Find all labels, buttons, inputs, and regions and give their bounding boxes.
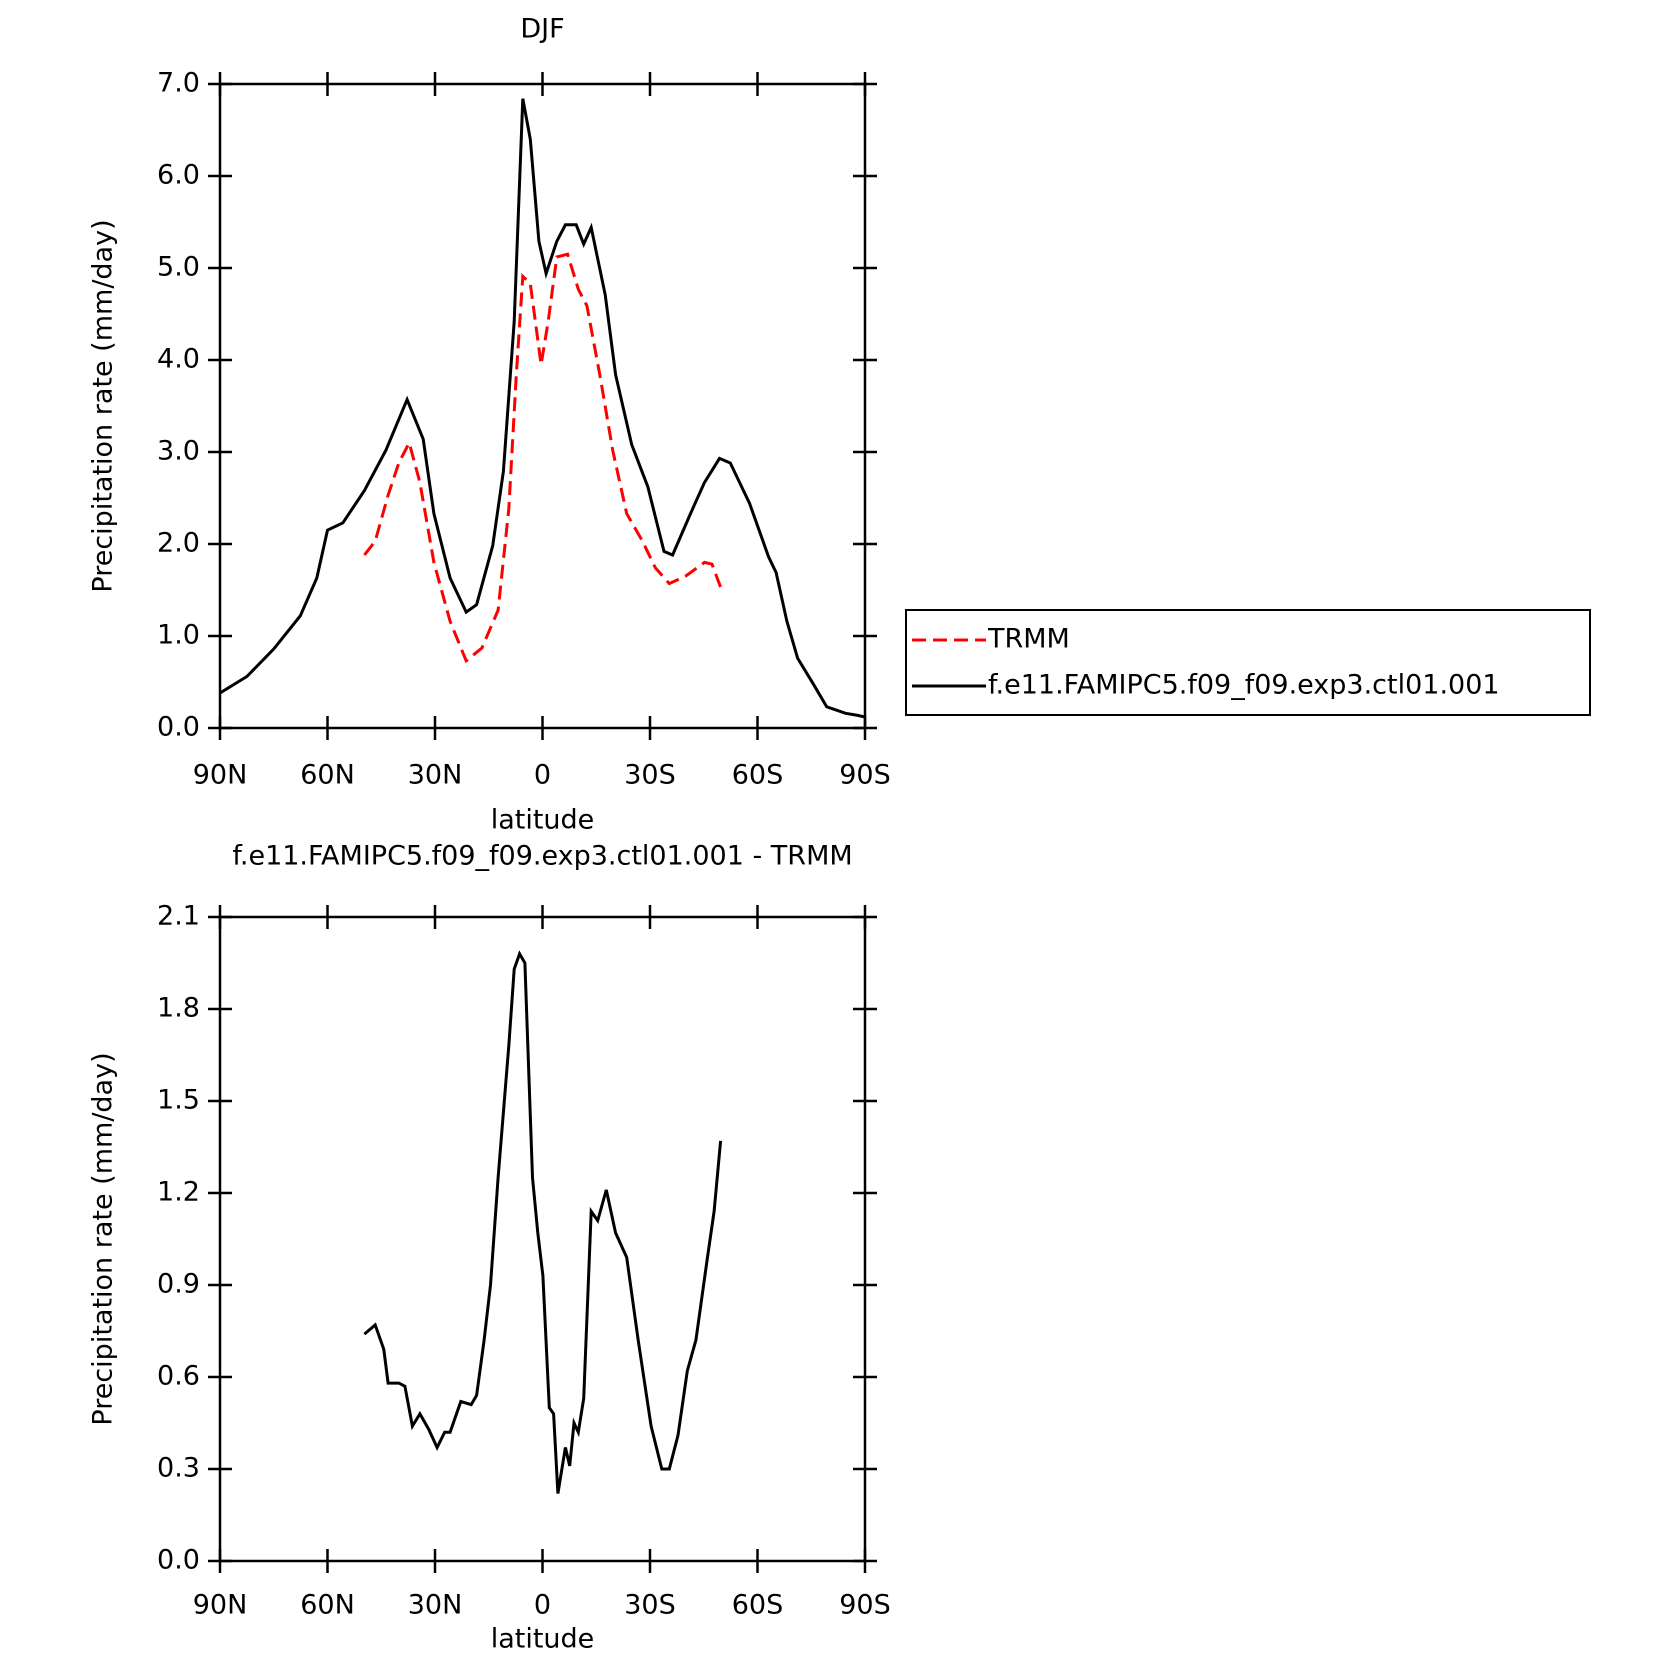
y-tick-label: 6.0 (157, 160, 200, 191)
y-tick-label: 0.3 (157, 1453, 200, 1484)
x-tick-label: 30N (408, 760, 463, 791)
x-tick-label: 0 (534, 760, 551, 791)
y-axis-label: Precipitation rate (mm/day) (88, 1052, 119, 1425)
data-line (363, 252, 723, 664)
x-axis-label: latitude (491, 1624, 595, 1655)
y-tick-label: 1.2 (157, 1177, 200, 1208)
y-tick-label: 7.0 (157, 68, 200, 99)
x-axis-label: latitude (491, 805, 595, 836)
x-tick-label: 60S (732, 1590, 784, 1621)
x-tick-label: 90S (839, 760, 891, 791)
y-tick-label: 0.0 (157, 1545, 200, 1576)
legend-label: TRMM (987, 624, 1070, 655)
chart-title: f.e11.FAMIPC5.f09_f09.exp3.ctl01.001 - T… (232, 841, 852, 872)
y-tick-label: 5.0 (157, 252, 200, 283)
x-tick-label: 30S (624, 760, 676, 791)
y-tick-label: 2.0 (157, 528, 200, 559)
y-tick-label: 4.0 (157, 344, 200, 375)
x-tick-label: 0 (534, 1590, 551, 1621)
x-tick-label: 60N (300, 760, 355, 791)
y-tick-label: 1.0 (157, 620, 200, 651)
plot-frame (218, 82, 867, 730)
data-line (219, 98, 866, 719)
plot-frame (218, 915, 867, 1563)
x-tick-label: 90S (839, 1590, 891, 1621)
y-tick-label: 0.0 (157, 712, 200, 743)
x-tick-label: 30S (624, 1590, 676, 1621)
x-tick-label: 60S (732, 760, 784, 791)
x-tick-label: 90N (193, 1590, 248, 1621)
y-tick-label: 0.9 (157, 1269, 200, 1300)
chart-title: DJF (520, 14, 564, 45)
x-tick-label: 30N (408, 1590, 463, 1621)
x-tick-label: 90N (193, 760, 248, 791)
y-tick-label: 1.8 (157, 993, 200, 1024)
legend-box (905, 609, 1591, 716)
y-axis-label: Precipitation rate (mm/day) (88, 219, 119, 592)
x-tick-label: 60N (300, 1590, 355, 1621)
y-tick-label: 2.1 (157, 901, 200, 932)
y-tick-label: 1.5 (157, 1085, 200, 1116)
data-line (363, 950, 723, 1494)
y-tick-label: 0.6 (157, 1361, 200, 1392)
legend-label: f.e11.FAMIPC5.f09_f09.exp3.ctl01.001 (988, 670, 1500, 701)
y-tick-label: 3.0 (157, 436, 200, 467)
